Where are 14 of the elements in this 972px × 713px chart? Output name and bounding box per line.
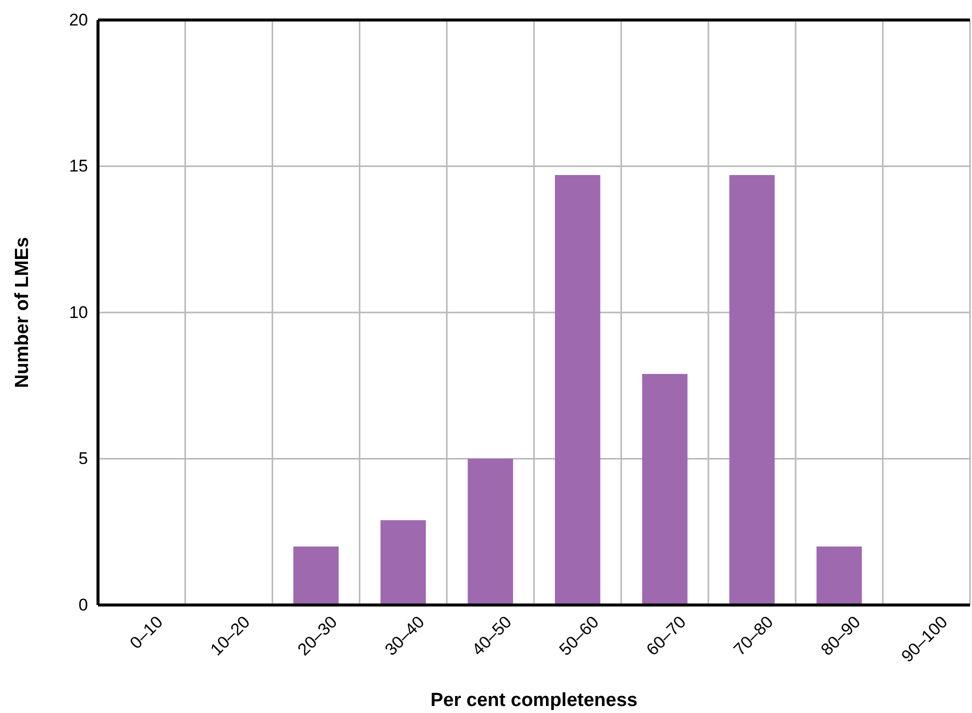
bar xyxy=(642,374,688,605)
bar xyxy=(816,546,862,605)
bar xyxy=(554,175,600,605)
x-axis-title: Per cent completeness xyxy=(430,690,638,711)
bar xyxy=(380,520,426,605)
y-tick-label: 10 xyxy=(69,302,88,322)
bar xyxy=(293,546,339,605)
y-tick-label: 0 xyxy=(78,595,88,614)
y-tick-label: 5 xyxy=(78,449,88,468)
y-axis-title: Number of LMEs xyxy=(12,237,33,388)
y-tick-label: 20 xyxy=(69,10,88,30)
y-tick-label: 15 xyxy=(69,156,88,176)
bar xyxy=(729,175,775,605)
bar xyxy=(468,458,514,605)
